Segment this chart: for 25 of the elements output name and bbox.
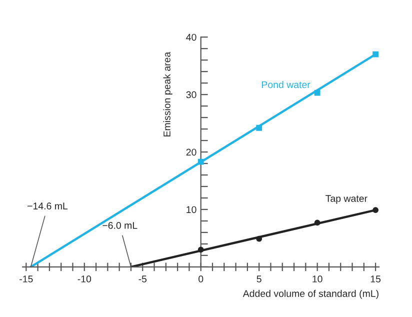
series-label: Tap water [326,195,368,204]
x-tick-label: 0 [198,276,204,282]
x-tick-label: 10 [312,276,322,282]
annotation: −6.0 mL [102,222,138,229]
point [372,207,378,213]
y-axis-title: Emission peak area [163,52,172,136]
x-tick-label: 5 [256,276,262,282]
y-tick-label: 20 [186,148,196,156]
point [198,246,204,253]
annotation: −14.6 mL [28,202,68,210]
x-tick-label: -10 [78,276,92,282]
point [372,51,378,58]
y-tick-label: 30 [186,91,196,98]
point [198,158,204,165]
point [314,220,320,226]
y-tick-label: 10 [186,206,196,214]
y-tick-label: 40 [186,34,196,41]
point [256,236,262,242]
x-tick-label: -5 [138,276,147,282]
point [314,90,320,96]
x-axis-title: Added volume of standard (mL) [242,290,378,299]
point [256,124,262,131]
x-tick-label: -15 [20,276,33,282]
series-label: Pond water [262,80,310,88]
x-tick-label: 15 [370,276,381,282]
